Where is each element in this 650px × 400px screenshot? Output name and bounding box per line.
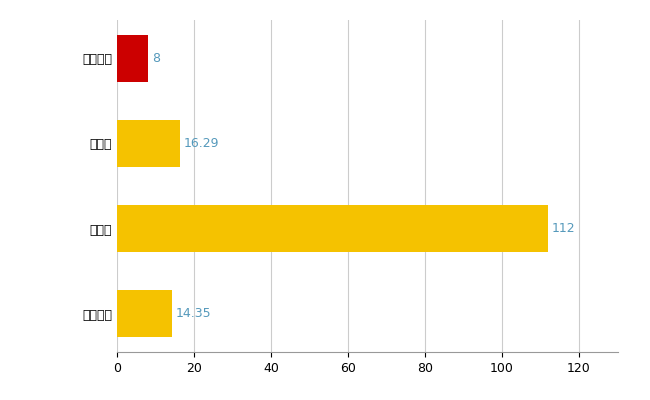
Bar xyxy=(117,290,172,337)
Bar xyxy=(117,120,179,167)
Text: 16.29: 16.29 xyxy=(183,137,219,150)
Text: 14.35: 14.35 xyxy=(176,307,212,320)
Bar xyxy=(117,35,148,82)
Text: 112: 112 xyxy=(552,222,576,235)
Bar xyxy=(117,205,548,252)
Text: 8: 8 xyxy=(151,52,160,65)
